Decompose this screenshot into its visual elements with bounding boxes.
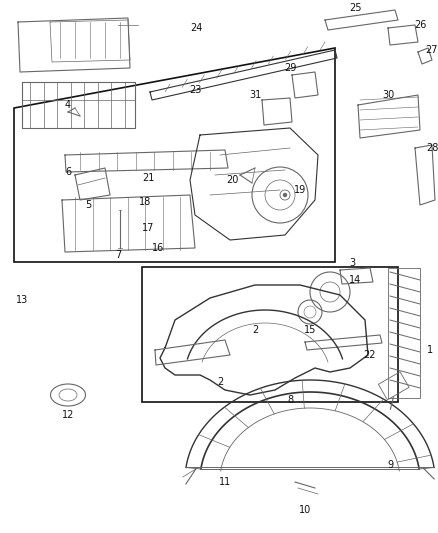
Text: 20: 20 xyxy=(226,175,238,185)
Circle shape xyxy=(283,193,287,197)
Text: 6: 6 xyxy=(65,167,71,177)
Text: 17: 17 xyxy=(142,223,154,233)
Text: 10: 10 xyxy=(299,505,311,515)
Text: 16: 16 xyxy=(152,243,164,253)
Text: 24: 24 xyxy=(190,23,202,33)
Bar xyxy=(388,268,420,398)
Text: 28: 28 xyxy=(426,143,438,153)
Text: 18: 18 xyxy=(139,197,151,207)
Text: 26: 26 xyxy=(414,20,426,30)
Text: 30: 30 xyxy=(382,90,394,100)
Text: 7: 7 xyxy=(115,250,121,260)
Text: 2: 2 xyxy=(217,377,223,387)
Text: 1: 1 xyxy=(427,345,433,355)
Text: 11: 11 xyxy=(219,477,231,487)
Text: 8: 8 xyxy=(287,395,293,405)
Text: 5: 5 xyxy=(85,200,91,210)
Text: 22: 22 xyxy=(364,350,376,360)
Text: 31: 31 xyxy=(249,90,261,100)
Text: 25: 25 xyxy=(349,3,361,13)
Bar xyxy=(142,267,398,402)
Text: 29: 29 xyxy=(284,63,296,73)
Bar xyxy=(378,372,409,400)
Text: 13: 13 xyxy=(16,295,28,305)
Text: 21: 21 xyxy=(142,173,154,183)
Text: 12: 12 xyxy=(62,410,74,420)
Text: 14: 14 xyxy=(349,275,361,285)
Text: 3: 3 xyxy=(349,258,355,268)
Text: 4: 4 xyxy=(65,100,71,110)
Text: 27: 27 xyxy=(426,45,438,55)
Text: 15: 15 xyxy=(304,325,316,335)
Text: 9: 9 xyxy=(387,460,393,470)
Text: 23: 23 xyxy=(189,85,201,95)
Text: 2: 2 xyxy=(252,325,258,335)
Text: 19: 19 xyxy=(294,185,306,195)
